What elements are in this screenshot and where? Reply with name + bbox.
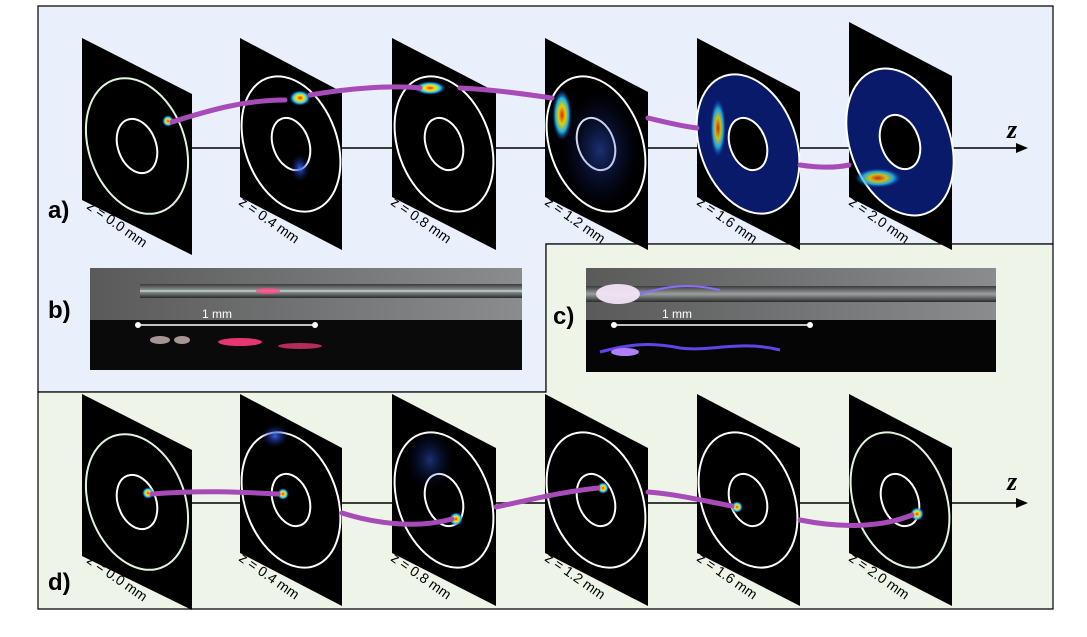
panel-a-beam-path [169, 84, 852, 170]
panel-c-photo [586, 268, 996, 372]
panel-c-scale-label: 1 mm [662, 307, 692, 321]
slice-image [695, 38, 801, 250]
slice-image [545, 394, 648, 606]
panel-d-axis-label: z [1006, 467, 1018, 496]
slice-image [392, 394, 496, 606]
slice-image [845, 22, 955, 250]
slice-image [82, 38, 192, 255]
slice-image [240, 394, 342, 606]
z-axis-arrow-icon [1016, 498, 1028, 508]
panel-d-slices [82, 394, 952, 610]
slice-image [545, 38, 648, 250]
panel-a-letter: a) [48, 197, 69, 224]
panel-d-letter: d) [48, 569, 71, 596]
panel-a-axis-label: z [1006, 115, 1018, 144]
panel-c-letter: c) [553, 303, 574, 330]
panel-b-photo [90, 268, 522, 370]
slice-image [240, 38, 342, 250]
slice-image [697, 394, 800, 606]
panel-b-scale-label: 1 mm [202, 307, 232, 321]
slice-image [849, 394, 952, 606]
panel-d-beam-path [149, 485, 915, 528]
z-axis-arrow-icon [1016, 143, 1028, 153]
panel-b-letter: b) [48, 297, 71, 324]
